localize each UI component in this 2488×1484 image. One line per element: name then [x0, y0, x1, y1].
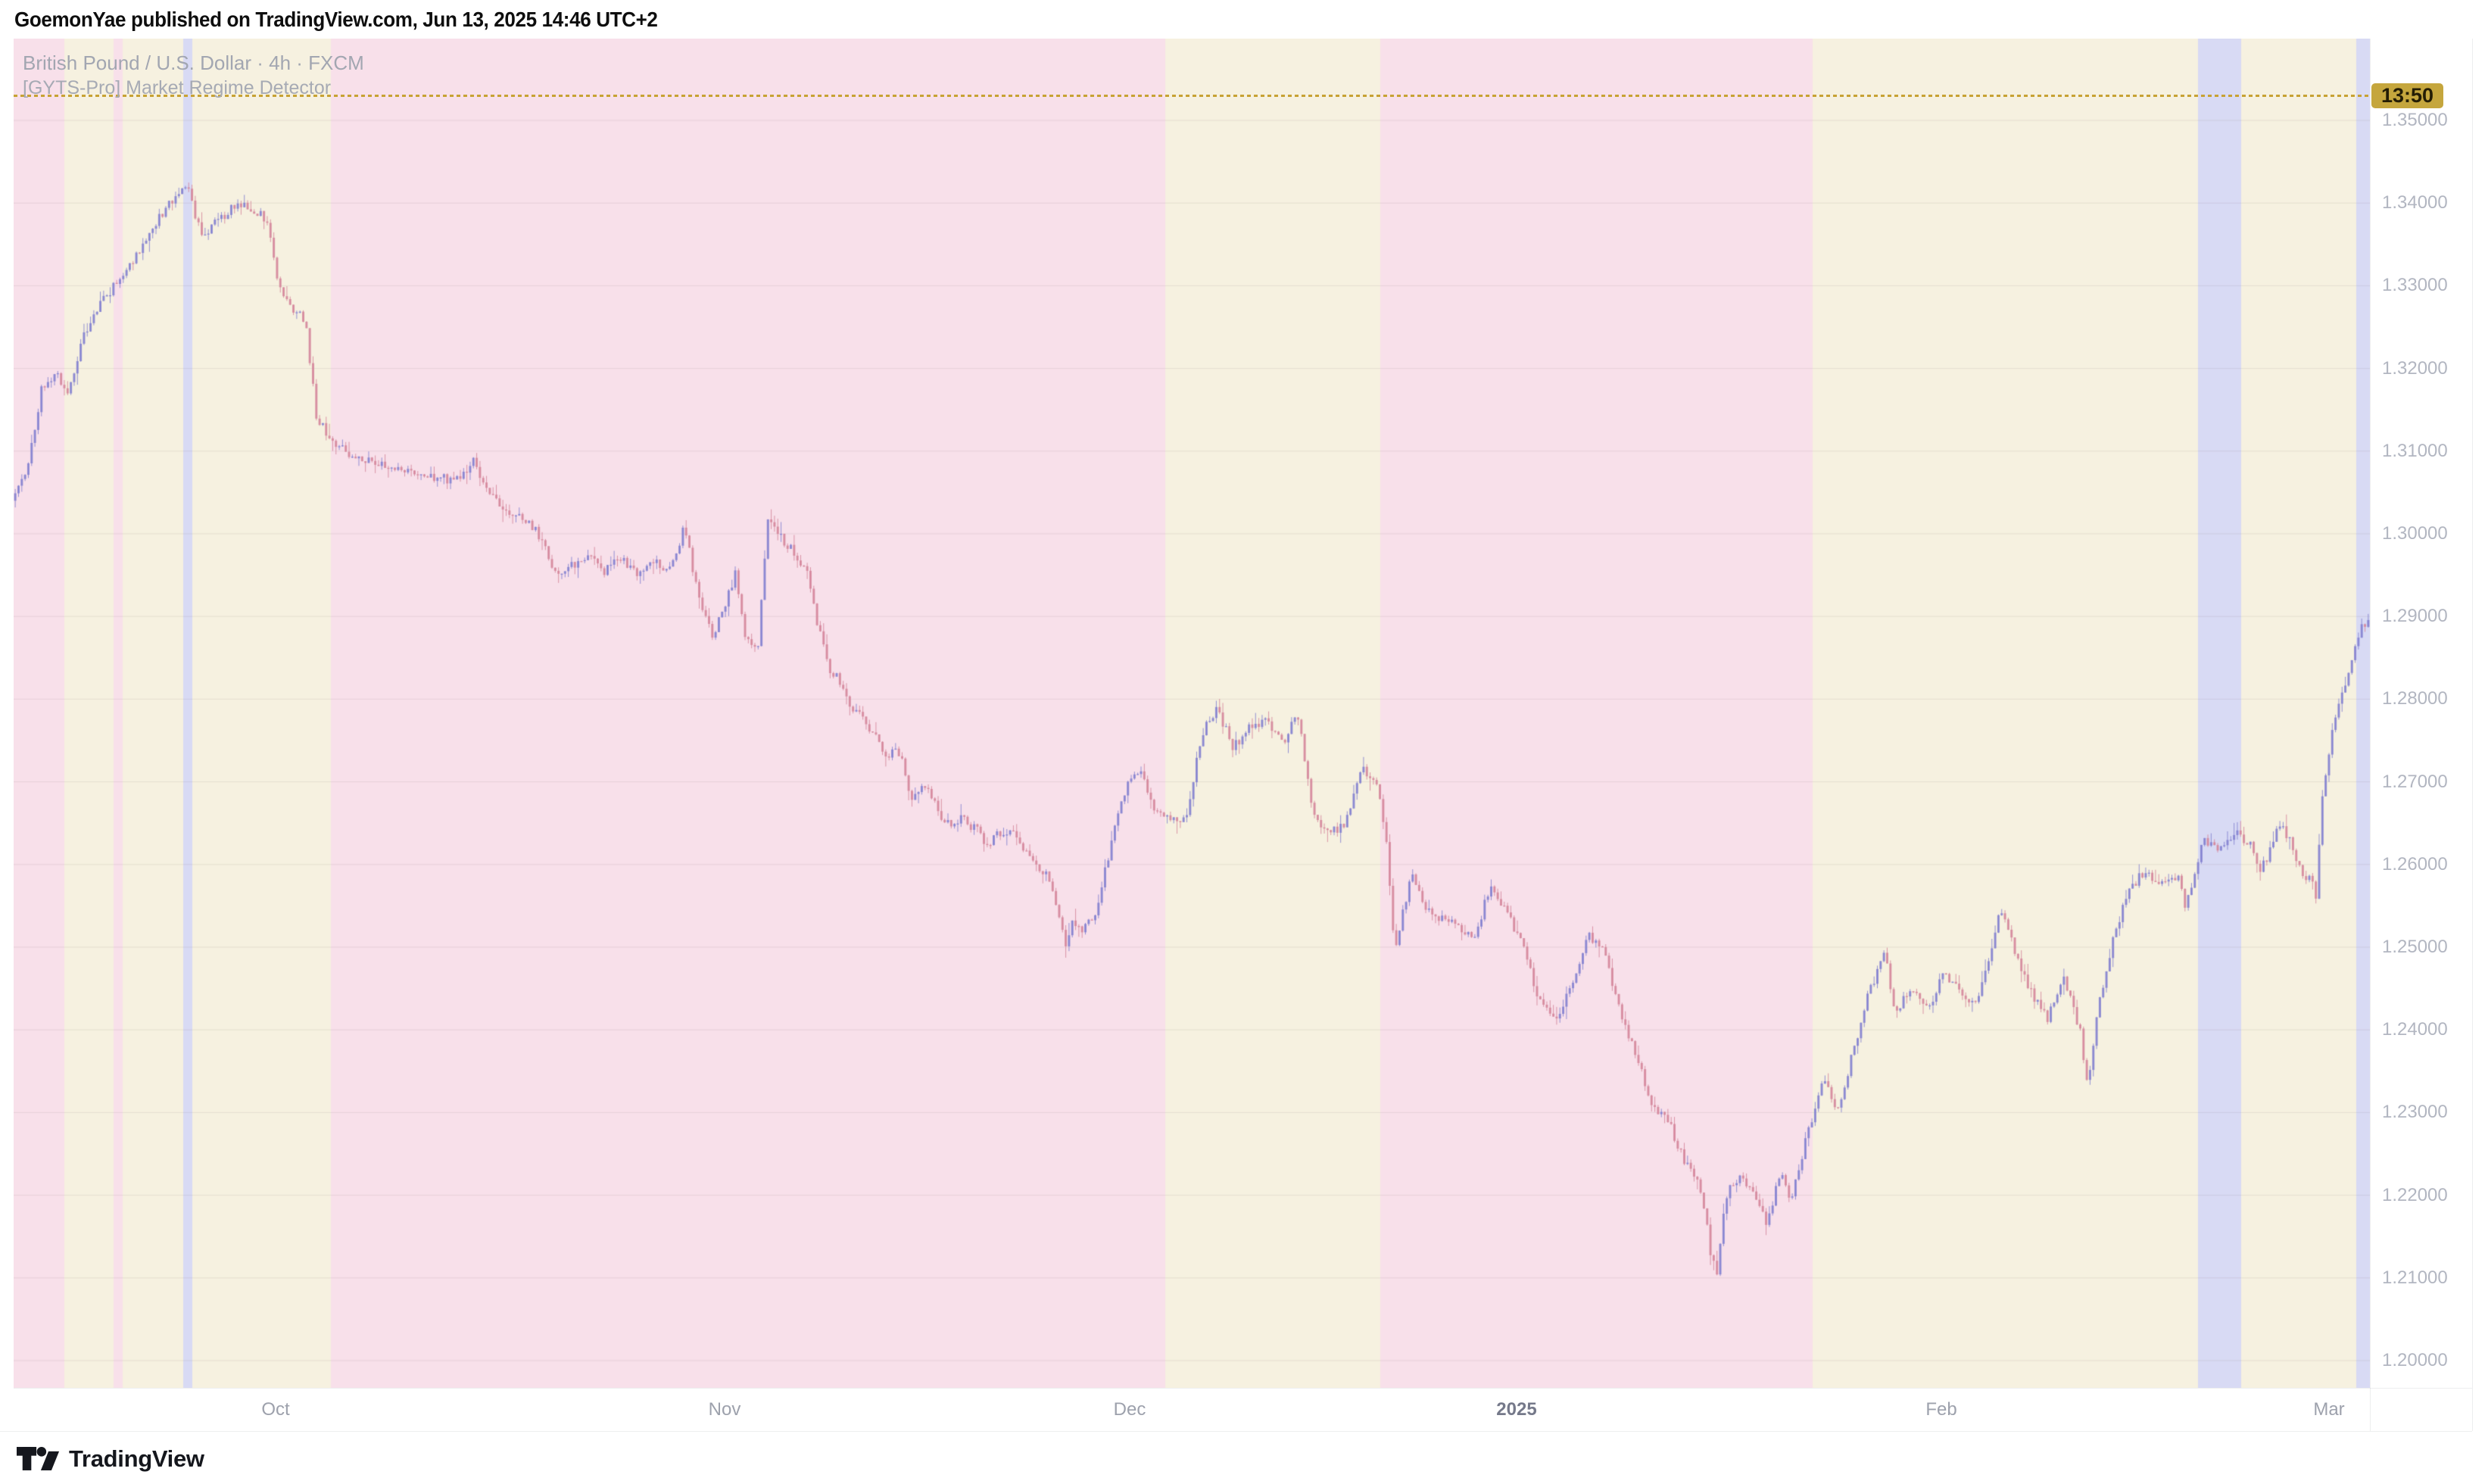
brand-name: TradingView — [69, 1445, 204, 1472]
current-price-line — [14, 94, 2370, 97]
time-scale-top-border — [14, 1388, 2472, 1389]
time-axis-label: Feb — [1925, 1399, 1957, 1420]
chart-panel: British Pound / U.S. Dollar · 4h · FXCM … — [0, 39, 2488, 1432]
price-axis-label: 1.22000 — [2382, 1184, 2448, 1205]
price-axis-label: 1.33000 — [2382, 275, 2448, 296]
price-axis-label: 1.21000 — [2382, 1267, 2448, 1288]
price-axis-label: 1.20000 — [2382, 1350, 2448, 1370]
symbol-title: British Pound / U.S. Dollar · 4h · FXCM — [23, 51, 364, 74]
time-axis-label: Oct — [261, 1399, 290, 1420]
time-axis-label: Dec — [1113, 1399, 1146, 1420]
price-axis-label: 1.27000 — [2382, 771, 2448, 792]
time-axis-label: Mar — [2313, 1399, 2345, 1420]
panel-right-border — [2472, 39, 2473, 1431]
price-axis-label: 1.26000 — [2382, 853, 2448, 874]
tradingview-logo[interactable]: TradingView — [17, 1445, 204, 1473]
price-axis-label: 1.23000 — [2382, 1102, 2448, 1123]
price-axis-label: 1.24000 — [2382, 1019, 2448, 1040]
plot-right-border — [2370, 39, 2371, 1431]
price-axis-label: 1.31000 — [2382, 440, 2448, 461]
candlestick-canvas[interactable] — [14, 39, 2370, 1388]
time-scale[interactable]: Oct Nov Dec 2025 Feb Mar — [0, 1388, 2488, 1431]
published-caption: GoemonYae published on TradingView.com, … — [14, 8, 658, 31]
header-bar: GoemonYae published on TradingView.com, … — [0, 0, 2488, 39]
time-axis-label: 2025 — [1496, 1399, 1537, 1420]
bar-countdown-badge: 13:50 — [2371, 83, 2443, 108]
price-axis-label: 1.32000 — [2382, 357, 2448, 379]
price-axis-label: 1.30000 — [2382, 523, 2448, 544]
price-scale[interactable]: 13:50 1.35000 1.34000 1.33000 1.32000 1.3100… — [0, 39, 2488, 1431]
time-axis-label: Nov — [708, 1399, 741, 1420]
price-axis-label: 1.35000 — [2382, 110, 2448, 130]
price-axis-label: 1.29000 — [2382, 606, 2448, 627]
price-axis-label: 1.34000 — [2382, 192, 2448, 214]
price-axis-label: 1.25000 — [2382, 937, 2448, 957]
symbol-legend[interactable]: British Pound / U.S. Dollar · 4h · FXCM … — [23, 50, 364, 100]
time-scale-bottom-border — [0, 1431, 2472, 1432]
indicator-title: [GYTS-Pro] Market Regime Detector — [23, 77, 332, 98]
footer-bar: TradingView — [0, 1431, 2488, 1484]
tradingview-logo-icon — [17, 1447, 60, 1470]
price-axis-label: 1.28000 — [2382, 688, 2448, 709]
